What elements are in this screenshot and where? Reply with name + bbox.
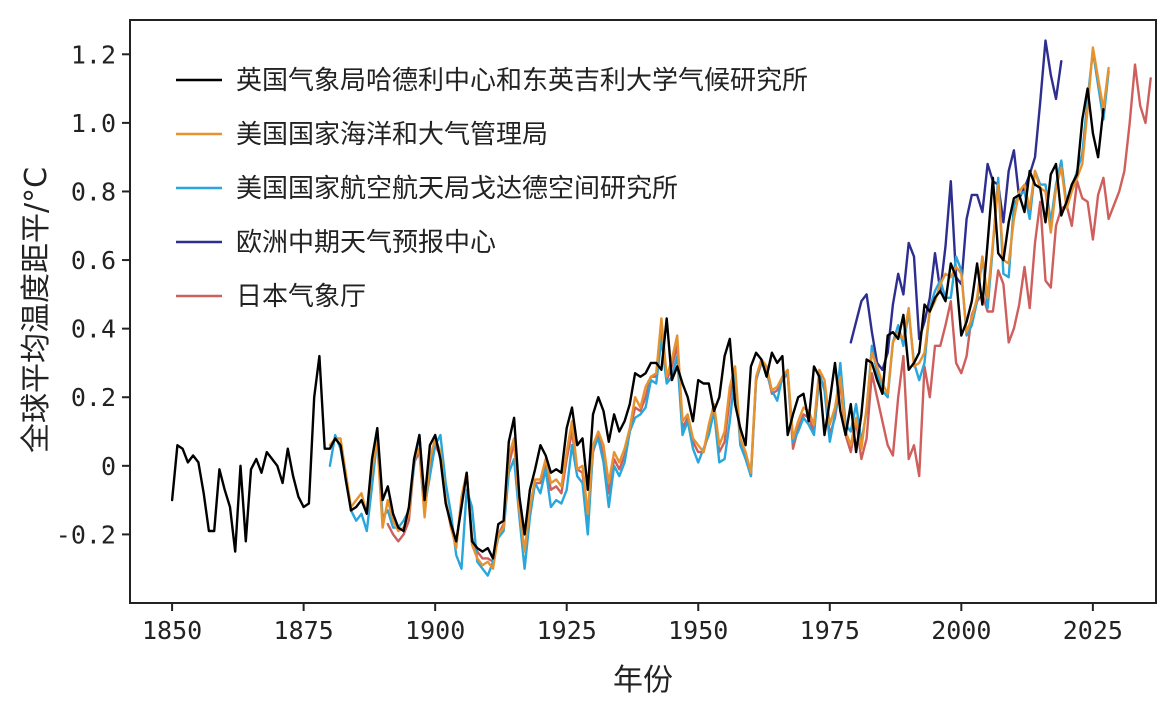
x-tick-label: 1950 [668, 616, 728, 645]
y-tick-label: 0.8 [71, 177, 116, 206]
y-tick-label: 0.4 [71, 315, 116, 344]
x-tick-label: 1850 [142, 616, 202, 645]
x-tick-label: 2000 [931, 616, 991, 645]
x-tick-label: 2025 [1063, 616, 1123, 645]
y-tick-label: 0.2 [71, 383, 116, 412]
y-axis-title: 全球平均温度距平/°C [19, 167, 54, 453]
legend-label: 美国国家航空航天局戈达德空间研究所 [236, 174, 678, 204]
x-tick-label: 1975 [800, 616, 860, 645]
y-tick-label: -0.2 [56, 520, 116, 549]
y-axis: -0.2 0 0.2 0.4 0.6 0.8 1.0 1.2 [56, 40, 130, 549]
plot-frame [129, 19, 1157, 604]
y-tick-label: 1.0 [71, 109, 116, 138]
y-tick-label: 0.6 [71, 246, 116, 275]
x-tick-label: 1900 [405, 616, 465, 645]
x-tick-label: 1875 [274, 616, 334, 645]
series-layer [170, 39, 1152, 577]
legend-label: 美国国家海洋和大气管理局 [236, 120, 548, 150]
x-tick-label: 1925 [537, 616, 597, 645]
y-tick-label: 1.2 [71, 40, 116, 69]
x-axis-title: 年份 [613, 663, 673, 698]
x-axis: 1850 1875 1900 1925 1950 1975 2000 2025 [142, 603, 1123, 645]
legend-label: 英国气象局哈德利中心和东英吉利大学气候研究所 [236, 66, 808, 96]
legend: 英国气象局哈德利中心和东英吉利大学气候研究所美国国家海洋和大气管理局美国国家航空… [176, 66, 808, 312]
series-line-0 [170, 87, 1105, 560]
legend-label: 欧洲中期天气预报中心 [236, 228, 496, 258]
legend-label: 日本气象厅 [236, 282, 366, 312]
y-tick-label: 0 [101, 452, 116, 481]
